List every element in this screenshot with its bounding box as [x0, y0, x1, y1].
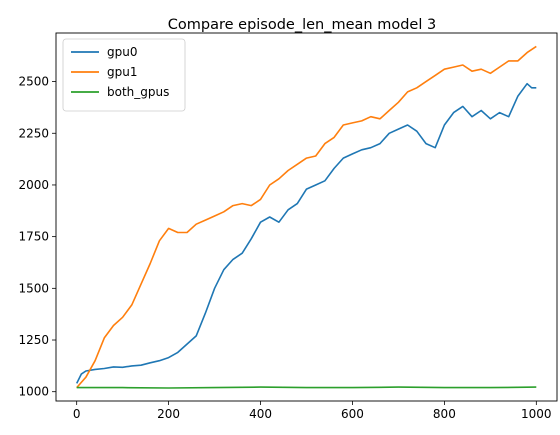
x-tick-label: 1000: [521, 407, 552, 421]
y-tick-label: 2250: [18, 126, 49, 140]
x-tick-label: 400: [249, 407, 272, 421]
plot-frame: [55, 32, 558, 402]
x-tick-label: 800: [433, 407, 456, 421]
legend-label: gpu1: [107, 65, 137, 79]
x-tick-label: 600: [341, 407, 364, 421]
y-tick-label: 1000: [18, 385, 49, 399]
legend-box: [62, 38, 186, 112]
y-tick-label: 1500: [18, 281, 49, 295]
series-line-gpu1: [76, 45, 537, 389]
y-axis: 1000 1250 1500 1750 2000 2250 2500: [18, 75, 56, 399]
x-axis: 0 200 400 600 800 1000: [73, 401, 552, 421]
y-tick-label: 1250: [18, 333, 49, 347]
x-tick-label: 200: [157, 407, 180, 421]
y-tick-label: 2000: [18, 178, 49, 192]
legend: gpu0 gpu1 both_gpus: [62, 38, 186, 112]
y-tick-label: 2500: [18, 75, 49, 89]
legend-label: both_gpus: [107, 85, 169, 99]
plot-area: [75, 45, 537, 389]
series-line-gpu0: [75, 82, 537, 384]
y-tick-label: 1750: [18, 230, 49, 244]
chart-title: Compare episode_len_mean model 3: [168, 17, 436, 33]
series-line-both_gpus: [76, 386, 537, 389]
legend-label: gpu0: [107, 45, 137, 59]
x-tick-label: 0: [73, 407, 81, 421]
